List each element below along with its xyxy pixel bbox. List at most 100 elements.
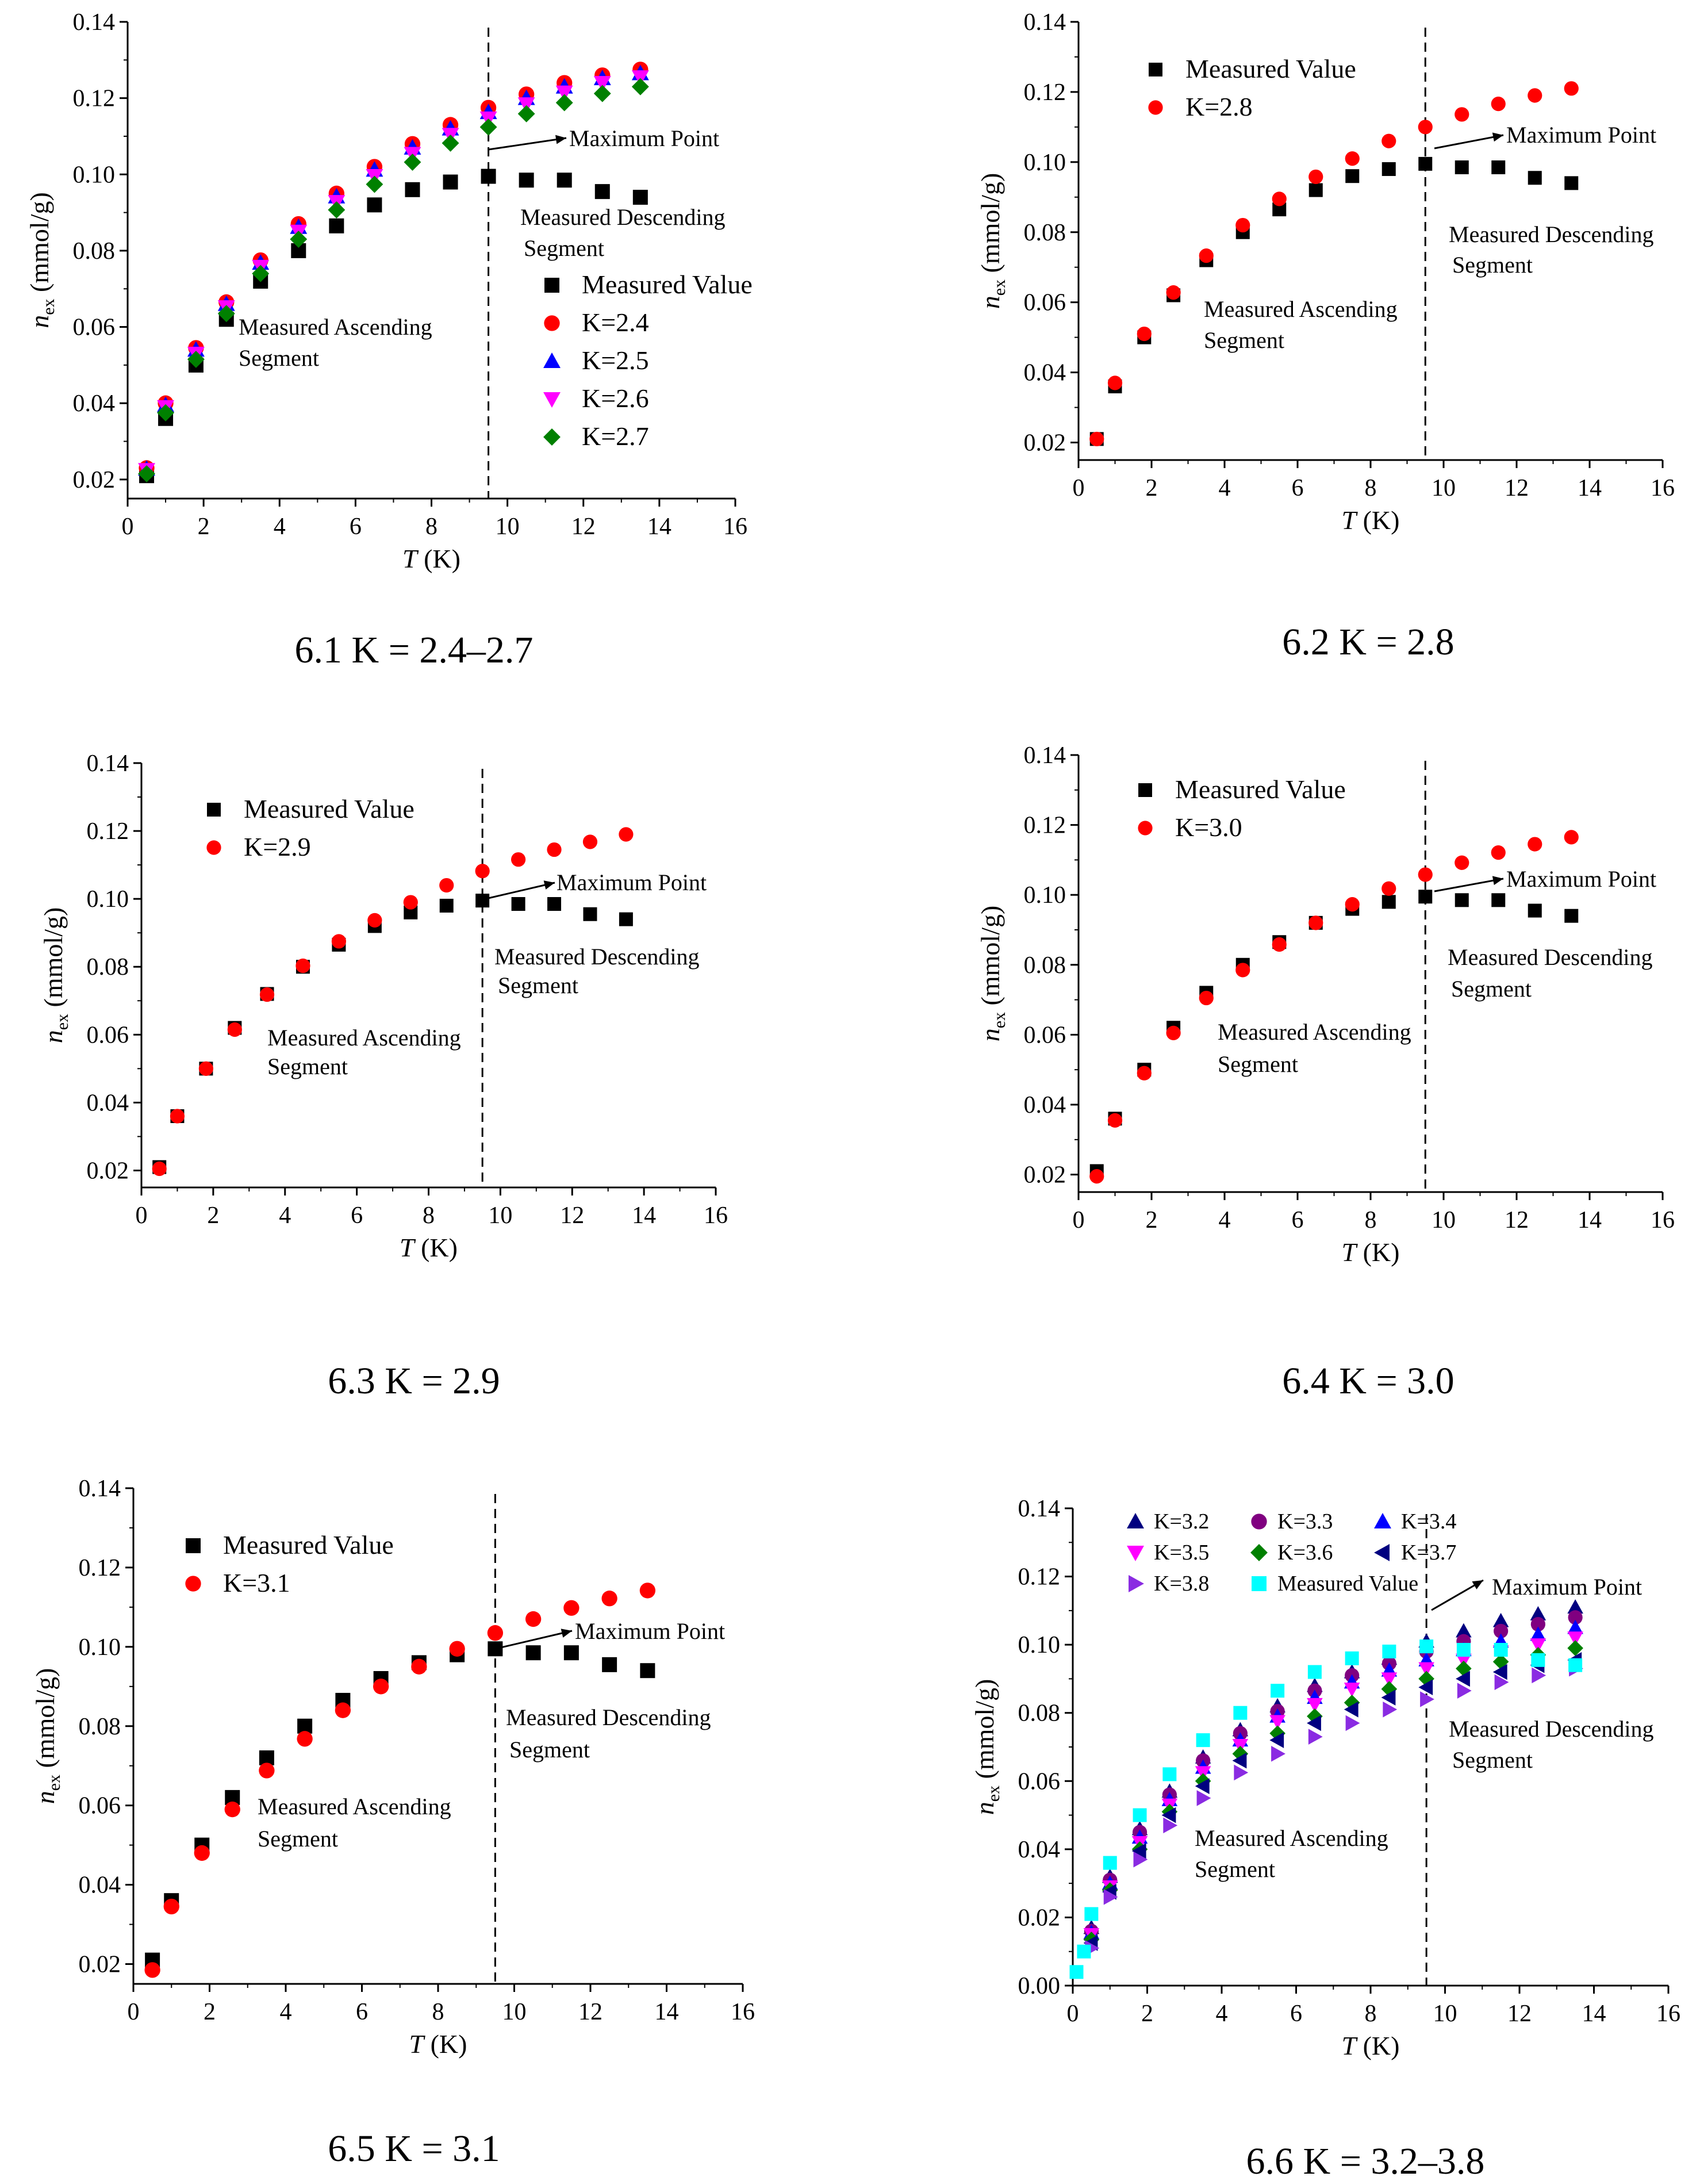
- data-point: [1494, 1643, 1508, 1657]
- x-tick-label: 16: [731, 1999, 755, 2025]
- data-point: [1382, 895, 1396, 909]
- y-tick-label: 0.04: [1018, 1837, 1061, 1863]
- data-point: [1161, 1807, 1176, 1823]
- descending-segment-label: Measured Descending: [506, 1704, 711, 1730]
- x-tick-label: 16: [1651, 475, 1675, 501]
- x-axis-title: T (K): [409, 2029, 467, 2059]
- legend-label: K=2.8: [1185, 92, 1253, 121]
- max-point-arrow: [485, 882, 555, 900]
- y-axis-symbol: n: [39, 1030, 68, 1043]
- y-tick-label: 0.12: [79, 1555, 121, 1581]
- data-point: [373, 1679, 389, 1695]
- data-point: [329, 218, 344, 233]
- x-axis-symbol: T: [1342, 1237, 1359, 1267]
- ascending-segment-label: Measured Ascending: [1195, 1825, 1388, 1851]
- legend-label: Measured Value: [1277, 1572, 1418, 1596]
- series-k-3-6: [1083, 1640, 1583, 1948]
- data-point: [1345, 169, 1360, 183]
- panel-caption: 6.4 K = 3.0: [1282, 1360, 1454, 1402]
- data-point: [1308, 183, 1323, 197]
- max-point-label: Maximum Point: [569, 125, 719, 151]
- max-point-label: Maximum Point: [1492, 1574, 1642, 1600]
- x-tick-label: 4: [279, 1202, 291, 1229]
- data-point: [619, 912, 633, 926]
- y-axis-title: nex (mmol/g): [25, 192, 58, 328]
- data-point: [1382, 1645, 1396, 1658]
- max-point-arrow: [1434, 134, 1504, 150]
- data-point: [1492, 1612, 1509, 1627]
- data-point: [563, 1600, 580, 1616]
- max-point-arrow: [488, 1630, 573, 1652]
- data-point: [1163, 1817, 1178, 1834]
- data-point: [1307, 1665, 1322, 1679]
- data-point: [1531, 1653, 1545, 1667]
- x-tick-label: 6: [350, 514, 362, 540]
- legend-label: K=3.1: [223, 1568, 290, 1597]
- y-axis-title: nex (mmol/g): [970, 1679, 1003, 1815]
- data-point: [1272, 937, 1287, 952]
- data-point: [1234, 1764, 1249, 1781]
- descending-segment-label: Measured Descending: [494, 944, 700, 970]
- legend-label: K=3.2: [1154, 1509, 1209, 1534]
- data-point: [1532, 1667, 1546, 1684]
- data-point: [1199, 248, 1214, 263]
- data-point: [1382, 133, 1396, 148]
- x-tick-label: 12: [571, 514, 596, 540]
- data-point: [1528, 837, 1542, 852]
- legend-marker: [1251, 1514, 1267, 1530]
- legend-label: K=3.0: [1175, 813, 1242, 842]
- x-tick-label: 2: [204, 1999, 216, 2025]
- data-point: [1568, 1658, 1583, 1672]
- data-point: [631, 70, 649, 86]
- data-point: [1381, 1672, 1398, 1687]
- legend-marker: [1129, 1575, 1144, 1592]
- data-point: [593, 85, 611, 102]
- series-measured-value: [145, 1641, 655, 1968]
- data-point: [1567, 1640, 1583, 1656]
- x-tick-label: 14: [1582, 2001, 1606, 2027]
- x-tick-label: 12: [560, 1202, 584, 1229]
- data-point: [1418, 867, 1433, 882]
- data-point: [1084, 1907, 1099, 1921]
- x-tick-label: 6: [1290, 2001, 1302, 2027]
- max-point-label: Maximum Point: [575, 1618, 725, 1644]
- descending-segment-label: Measured Descending: [1449, 221, 1654, 247]
- x-tick-label: 8: [1365, 1207, 1377, 1233]
- y-tick-label: 0.06: [79, 1793, 121, 1819]
- legend-label: K=3.6: [1277, 1541, 1333, 1565]
- data-point: [328, 201, 346, 219]
- x-axis-symbol: T: [409, 2029, 426, 2059]
- legend-label: K=3.4: [1401, 1509, 1456, 1534]
- legend-label: K=2.7: [582, 422, 649, 451]
- data-point: [297, 1731, 313, 1747]
- x-tick-label: 14: [1578, 475, 1602, 501]
- data-point: [442, 134, 459, 152]
- data-point: [1195, 1778, 1210, 1794]
- data-point: [1419, 1639, 1434, 1654]
- data-point: [252, 265, 270, 282]
- x-tick-label: 6: [1292, 1207, 1304, 1233]
- chart-panel-6: 0 2 4 6 8 10 12 14 16 0.00 0.02 0.04 0.06 0.08 0.10 0.1…: [970, 1496, 1680, 2182]
- ascending-segment-label-line2: Segment: [267, 1053, 348, 1079]
- legend-label: K=2.9: [244, 832, 311, 861]
- data-point: [547, 842, 562, 857]
- data-point: [1491, 97, 1506, 112]
- data-point: [1491, 845, 1506, 860]
- y-axis-symbol: n: [970, 1802, 999, 1815]
- data-point: [1308, 1729, 1323, 1745]
- max-point-label: Maximum Point: [1506, 866, 1656, 892]
- chart-panel-4: 0 2 4 6 8 10 12 14 16 0.02 0.04 0.06 0.08 0.10 0.12 0.1…: [976, 742, 1675, 1402]
- data-point: [594, 184, 610, 200]
- data-point: [1528, 171, 1542, 185]
- legend-marker: [544, 278, 559, 293]
- x-tick-label: 4: [274, 514, 286, 540]
- ascending-segment-label-line2: Segment: [239, 345, 319, 371]
- x-axis-unit: (K): [415, 1233, 458, 1262]
- ascending-segment-label: Measured Ascending: [267, 1025, 461, 1051]
- data-point: [1133, 1808, 1147, 1822]
- y-axis-title: nex (mmol/g): [976, 906, 1009, 1042]
- x-axis-unit: (K): [1356, 2031, 1399, 2060]
- data-point: [1418, 1662, 1434, 1677]
- legend-label: K=2.5: [582, 346, 649, 375]
- x-tick-label: 8: [1365, 475, 1377, 501]
